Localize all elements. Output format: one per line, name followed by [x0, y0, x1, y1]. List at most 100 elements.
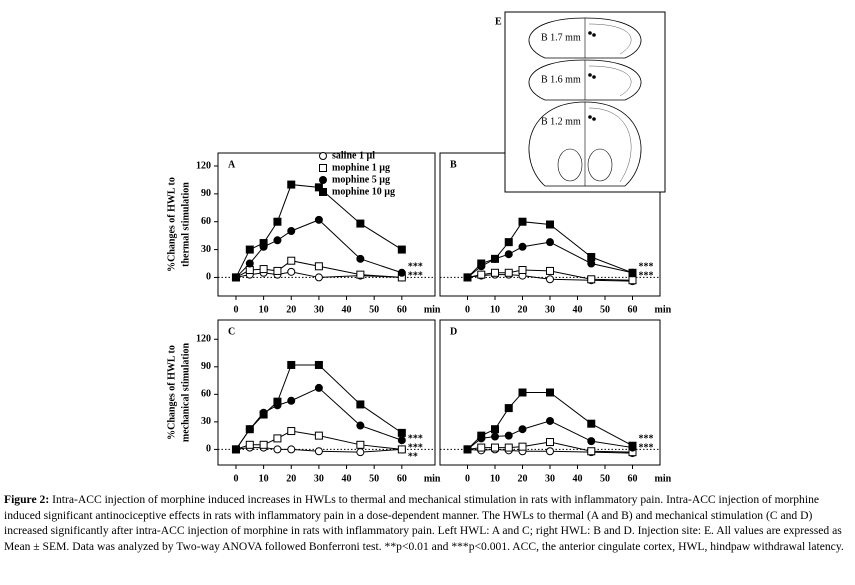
x-tick-label: 20: [518, 304, 528, 315]
y-axis-label: thermal stimulation: [180, 182, 191, 267]
y-tick-label: 90: [201, 188, 211, 199]
legend-marker: [319, 152, 327, 160]
x-tick-label: 60: [628, 473, 638, 484]
section-label: B 1.7 mm: [541, 32, 581, 43]
injection-site: [592, 117, 596, 121]
diagram-label: E: [495, 16, 502, 27]
point: [518, 425, 527, 434]
point: [287, 256, 296, 265]
point: [287, 360, 296, 369]
y-tick-label: 120: [196, 334, 211, 345]
y-axis-label: mechanical stimulation: [180, 342, 191, 442]
significance: ***: [639, 262, 654, 273]
legend-marker: [319, 176, 327, 184]
point: [518, 442, 527, 451]
point: [287, 180, 296, 189]
point: [259, 239, 268, 248]
x-tick-label: 30: [545, 473, 555, 484]
point: [273, 445, 282, 454]
point: [491, 254, 499, 263]
x-tick-label: 40: [342, 304, 352, 315]
significance: ***: [639, 434, 654, 445]
significance: ***: [639, 271, 654, 282]
point: [628, 441, 637, 450]
y-tick-label: 90: [201, 361, 211, 372]
x-tick-label: 10: [490, 304, 500, 315]
x-tick-label: 0: [465, 473, 470, 484]
point: [356, 270, 365, 279]
x-tick-label: 10: [259, 304, 269, 315]
point: [546, 438, 554, 447]
x-tick-label: 20: [518, 473, 528, 484]
panel-label: D: [450, 326, 457, 337]
point: [231, 273, 240, 282]
significance: ***: [408, 443, 423, 454]
point: [356, 421, 365, 430]
significance: ***: [639, 443, 654, 454]
y-axis-label: %Changes of HWL to: [166, 345, 177, 440]
point: [491, 425, 499, 434]
x-tick-label: 60: [397, 473, 407, 484]
y-tick-label: 120: [196, 160, 211, 171]
point: [546, 447, 554, 456]
point: [397, 428, 406, 437]
point: [463, 445, 472, 454]
point: [504, 268, 513, 277]
point: [504, 443, 513, 452]
point: [356, 219, 365, 228]
x-tick-label: 0: [465, 304, 470, 315]
injection-site: [588, 115, 592, 119]
injection-site: [592, 33, 596, 37]
point: [518, 388, 527, 397]
point: [287, 267, 296, 276]
point: [273, 434, 282, 443]
diagram: E B 1.7 mm B 1.6 mm B 1.2 mm: [495, 11, 666, 193]
point: [287, 445, 296, 454]
x-tick-label: 20: [286, 304, 296, 315]
x-tick-label: 30: [545, 304, 555, 315]
point: [587, 437, 596, 446]
point: [491, 443, 499, 452]
point: [397, 445, 406, 454]
plot-frame: [217, 319, 436, 466]
point: [546, 416, 554, 425]
legend-marker: [319, 188, 327, 196]
point: [397, 268, 406, 277]
legend-marker: [319, 164, 327, 172]
point: [314, 431, 323, 440]
caption: Figure 2: Intra-ACC injection of morphin…: [4, 492, 850, 554]
plot-frame: [217, 152, 436, 297]
x-axis-label: min: [655, 304, 672, 315]
x-axis-label: min: [424, 473, 441, 484]
y-tick-label: 30: [201, 416, 211, 427]
legend-label: mophine 10 µg: [332, 186, 395, 197]
point: [518, 217, 527, 226]
point: [491, 432, 499, 441]
ventricle: [587, 148, 613, 182]
x-tick-label: 60: [628, 304, 638, 315]
point: [546, 220, 554, 229]
point: [273, 236, 282, 245]
x-tick-label: 0: [233, 304, 238, 315]
x-tick-label: 40: [342, 473, 352, 484]
y-tick-label: 0: [206, 444, 211, 455]
point: [587, 259, 596, 268]
y-tick-label: 60: [201, 216, 211, 227]
x-tick-label: 10: [259, 473, 269, 484]
point: [491, 268, 499, 277]
point: [587, 419, 596, 428]
point: [287, 227, 296, 235]
point: [546, 238, 554, 247]
point: [546, 275, 554, 284]
point: [273, 217, 282, 226]
point: [356, 400, 365, 409]
point: [587, 447, 596, 456]
point: [397, 436, 406, 445]
significance: ***: [408, 262, 423, 273]
caption-label: Figure 2:: [4, 493, 50, 506]
point: [356, 448, 365, 457]
point: [356, 254, 365, 263]
point: [314, 183, 323, 192]
point: [314, 262, 323, 271]
